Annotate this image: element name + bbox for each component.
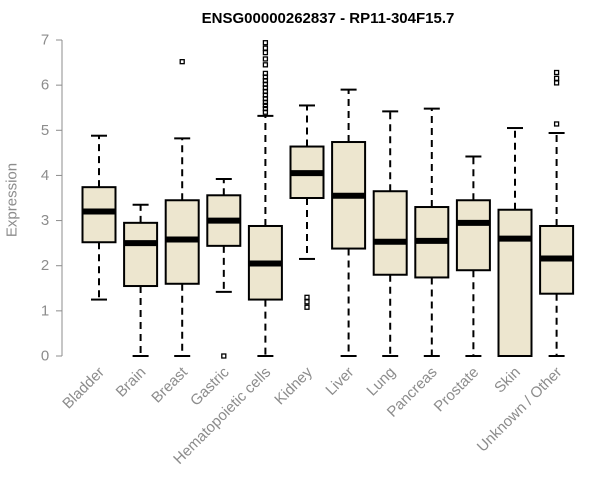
box-iqr — [123, 221, 159, 288]
box-skin — [497, 127, 533, 357]
box-liver — [331, 88, 367, 357]
x-tick-label: Skin — [491, 364, 524, 397]
x-tick-label: Lung — [363, 364, 399, 400]
outlier-point — [262, 62, 269, 68]
y-tick-label: 0 — [41, 348, 49, 365]
outlier-point — [304, 299, 310, 305]
box-pancreas — [414, 107, 450, 357]
outlier-point — [304, 304, 310, 310]
box-hematopoietic-cells — [247, 40, 283, 357]
outlier-point — [262, 40, 269, 46]
box-iqr — [497, 208, 533, 357]
outlier-point — [262, 105, 269, 112]
outlier-point — [553, 75, 560, 82]
box-iqr — [81, 186, 117, 244]
x-tick-label: Kidney — [271, 363, 316, 408]
box-prostate — [455, 155, 491, 357]
y-tick-label: 7 — [41, 32, 49, 49]
x-tick-label: Brain — [113, 364, 150, 401]
chart-title: ENSG00000262837 - RP11-304F15.7 — [202, 10, 455, 27]
box-unknown-other — [539, 69, 575, 357]
outlier-point — [262, 70, 269, 77]
box-lung — [372, 110, 408, 357]
box-gastric — [206, 178, 242, 359]
box-iqr — [372, 190, 408, 276]
outlier-point — [553, 80, 560, 86]
y-tick-label: 3 — [41, 212, 49, 229]
boxes-group — [81, 40, 575, 359]
y-tick-label: 4 — [41, 167, 49, 184]
y-tick-label: 5 — [41, 122, 49, 139]
x-tick-label: Bladder — [59, 364, 108, 413]
outlier-point — [262, 56, 269, 62]
y-tick-label: 6 — [41, 77, 49, 94]
outlier-point — [179, 59, 185, 65]
y-axis: 0 1 2 3 4 5 6 7 — [41, 32, 63, 365]
y-tick-label: 2 — [41, 257, 49, 274]
x-tick-label: Prostate — [431, 364, 483, 416]
box-kidney — [289, 104, 325, 310]
outlier-point — [262, 45, 269, 51]
box-brain — [123, 203, 159, 357]
y-axis-label: Expression — [4, 163, 21, 237]
box-breast — [164, 59, 200, 357]
box-bladder — [81, 134, 117, 301]
outlier-point — [553, 121, 560, 127]
y-tick-label: 1 — [41, 302, 49, 319]
x-tick-label: Liver — [322, 364, 357, 399]
outlier-point — [221, 353, 227, 359]
outlier-point — [262, 102, 269, 109]
outlier-point — [262, 49, 269, 56]
outlier-point — [304, 294, 310, 300]
outlier-point — [553, 69, 560, 76]
box-iqr — [455, 199, 491, 272]
x-tick-label: Breast — [148, 363, 191, 406]
